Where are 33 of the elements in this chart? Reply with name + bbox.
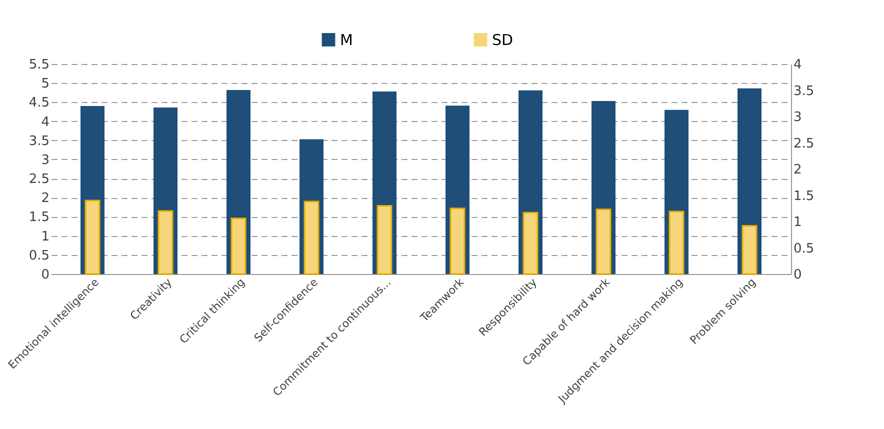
y2-tick-label: 3	[794, 110, 802, 125]
y-tick-label: 4	[41, 114, 50, 130]
bar	[84, 200, 100, 275]
y2-tick-label: 3.5	[794, 84, 814, 99]
y-tick-label: 2.5	[28, 172, 50, 188]
y-tick-label: 5	[41, 76, 50, 92]
y-tick-label: 0.5	[28, 248, 50, 264]
y2-tick-label: 1	[794, 215, 802, 230]
bar	[376, 205, 392, 275]
bar	[158, 210, 174, 275]
y2-tick-label: 4	[794, 58, 802, 72]
y-tick-label: 3.5	[28, 134, 50, 149]
y2-tick-label: 0	[794, 268, 802, 282]
legend-label: M	[340, 30, 353, 49]
bar	[522, 212, 538, 275]
y-tick-label: 1.5	[28, 210, 50, 226]
bar	[304, 200, 320, 275]
y-tick-label: 3	[41, 152, 50, 168]
bar	[596, 208, 612, 275]
y2-tick-label: 2.5	[794, 136, 814, 152]
y-tick-label: 1	[41, 229, 50, 244]
y-tick-label: 0	[41, 268, 50, 282]
y-tick-label: 4.5	[28, 96, 50, 111]
legend-label: SD	[492, 30, 514, 49]
bar	[230, 218, 246, 275]
bar	[668, 210, 684, 275]
y2-tick-label: 0.5	[794, 241, 814, 256]
y-tick-label: 5.5	[28, 58, 50, 72]
y2-tick-label: 2	[794, 162, 802, 178]
y2-tick-label: 1.5	[794, 188, 814, 204]
bar	[450, 208, 466, 275]
bar	[742, 224, 758, 275]
y-tick-label: 2	[41, 191, 50, 206]
